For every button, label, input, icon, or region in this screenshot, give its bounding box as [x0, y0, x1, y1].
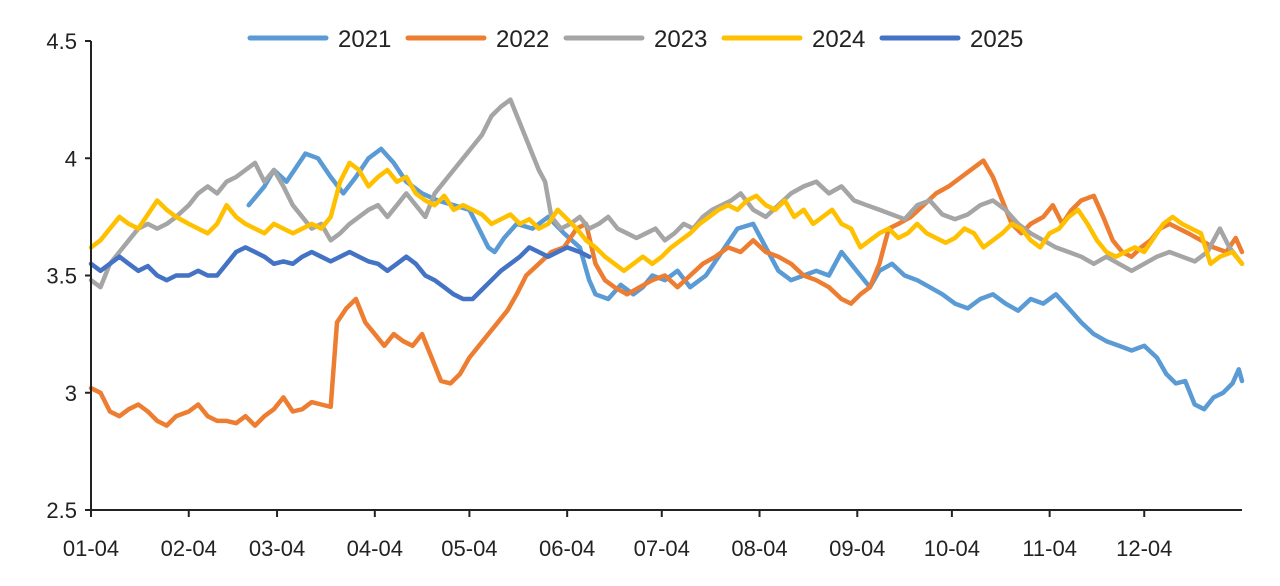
legend-label: 2022 [496, 26, 549, 53]
x-ticks: 01-04 02-04 03-04 04-04 05-04 06-04 07-04 08-04… [63, 510, 1172, 561]
y-tick-label: 3 [65, 381, 77, 406]
y-tick-label: 4 [65, 146, 77, 171]
y-tick-label: 2.5 [46, 498, 77, 523]
x-tick-label: 08-04 [731, 536, 787, 561]
legend-label: 2021 [338, 26, 391, 53]
legend-label: 2025 [970, 26, 1023, 53]
x-tick-label: 02-04 [161, 536, 217, 561]
legend-label: 2023 [654, 26, 707, 53]
legend-label: 2024 [812, 26, 865, 53]
x-tick-label: 06-04 [539, 536, 595, 561]
series-line-2021 [246, 146, 1245, 412]
plot-area [88, 97, 1245, 428]
legend-item-2024: 2024 [721, 26, 865, 53]
x-tick-label: 10-04 [924, 536, 980, 561]
x-tick-label: 03-04 [249, 536, 305, 561]
x-tick-label: 11-04 [1022, 536, 1077, 561]
x-tick-label: 05-04 [441, 536, 497, 561]
axes: 2.5 3 3.5 4 4.5 01-04 02-04 03-04 04-04 05-04 06-… [46, 29, 1242, 561]
x-tick-label: 01-04 [63, 536, 119, 561]
series-line-2024 [88, 160, 1245, 274]
y-tick-label: 3.5 [46, 264, 77, 289]
legend-item-2025: 2025 [879, 26, 1023, 53]
x-tick-label: 09-04 [829, 536, 885, 561]
x-tick-label: 12-04 [1116, 536, 1172, 561]
legend-item-2023: 2023 [563, 26, 707, 53]
series-line-2023 [88, 97, 1245, 290]
series-line-2022 [88, 158, 1245, 428]
legend-item-2022: 2022 [405, 26, 549, 53]
x-tick-label: 07-04 [634, 536, 690, 561]
series-line-2025 [88, 245, 592, 302]
y-tick-label: 4.5 [46, 29, 77, 54]
x-tick-label: 04-04 [347, 536, 403, 561]
legend: 2021 2022 2023 2024 2025 [247, 26, 1023, 53]
y-ticks: 2.5 3 3.5 4 4.5 [46, 29, 91, 523]
legend-item-2021: 2021 [247, 26, 391, 53]
